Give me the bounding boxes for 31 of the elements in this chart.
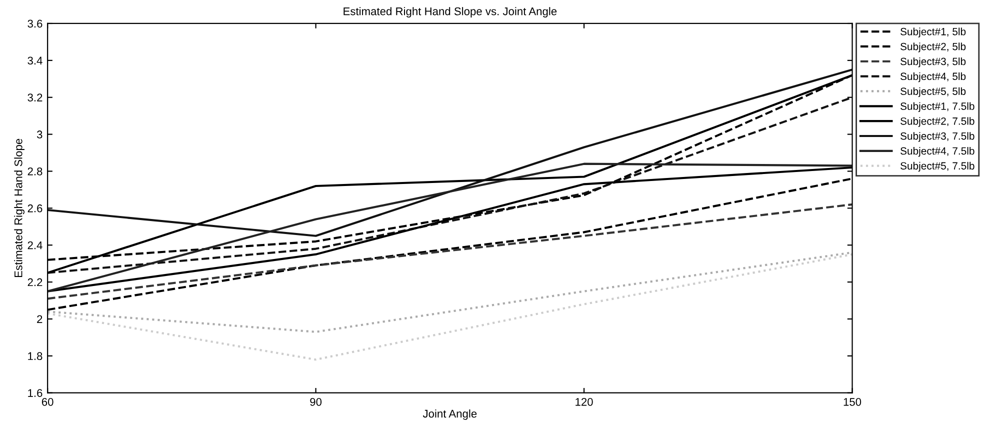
y-tick-label: 1.6 [28,389,42,397]
line-series [48,68,852,237]
legend-label: Subject#3, 7.5lb [900,132,974,142]
y-axis-title: Estimated Right Hand Slope [14,138,24,278]
legend-label: Subject#1, 5lb [900,28,966,38]
y-tick-label: 3.2 [28,94,42,102]
legend-label: Subject#4, 7.5lb [900,147,974,157]
y-tick-label: 2.2 [28,278,42,286]
y-tick-label: 2.4 [28,241,42,250]
legend-label: Subject#3, 5lb [900,57,966,68]
legend-label: Subject#5, 5lb [900,87,966,98]
legend-label: Subject#1, 7.5lb [900,102,974,112]
line-series [48,203,852,300]
x-axis-title: Joint Angle [422,409,477,420]
y-tick-label: 3.6 [28,20,42,28]
x-tick-label: 90 [310,398,322,406]
y-tick-label: 3 [36,130,42,138]
x-tick-label: 60 [42,398,54,406]
y-tick-label: 1.8 [28,352,42,360]
y-tick-label: 2.6 [28,204,42,212]
x-tick-label: 120 [576,398,593,406]
legend-label: Subject#4, 5lb [900,72,966,82]
y-tick-label: 2 [37,315,42,323]
x-tick-label: 150 [844,398,862,406]
line-series [48,253,852,361]
legend-label: Subject#2, 5lb [900,42,966,52]
y-tick-label: 3.4 [28,56,42,65]
legend-label: Subject#2, 7.5lb [900,117,974,127]
legend-label: Subject#5, 7.5lb [900,162,974,172]
chart-title: Estimated Right Hand Slope vs. Joint Angle [344,7,557,18]
y-tick-label: 2.8 [28,167,42,176]
